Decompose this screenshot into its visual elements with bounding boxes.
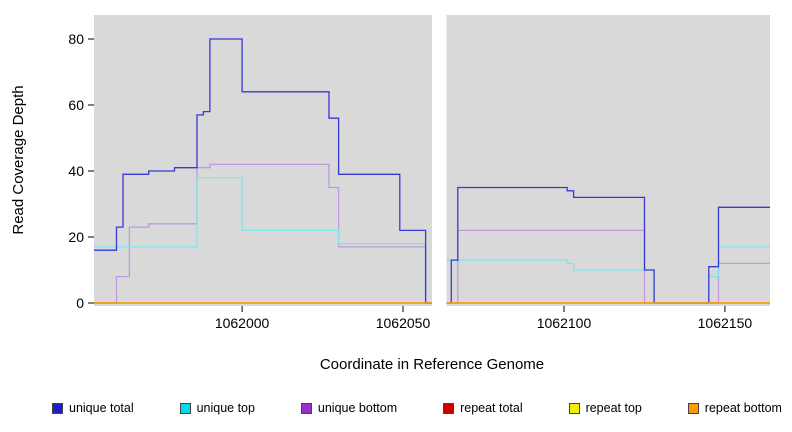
legend-swatch-unique-top [179,402,191,414]
legend-swatch-unique-total [52,402,63,414]
x-tick-label: 1062100 [537,315,592,331]
x-axis-title: Coordinate in Reference Genome [319,356,545,373]
legend-label: unique total [69,401,134,415]
series-line-unique-total [94,38,432,304]
chart-plot-area: 1062000 1062050 1062100 1062150 0 20 40 60 80 [68,15,770,331]
legend-label: repeat top [585,401,642,415]
legend-item-repeat-bottom: repeat bottom [687,401,782,415]
legend-item-unique-total: unique total [52,401,134,415]
legend-swatch-repeat-bottom [687,402,699,414]
legend-item-unique-bottom: unique bottom [300,401,398,415]
x-tick-label: 1062150 [698,315,753,331]
legend-label: unique top [196,401,255,415]
legend-label: unique bottom [317,401,398,415]
x-tick-label: 1062050 [376,315,431,331]
series-line-unique-total [446,186,770,304]
x-tick-label: 1062000 [215,315,270,331]
legend-label: repeat bottom [704,401,782,415]
series-line-unique-bottom [94,163,432,304]
y-tick-label: 40 [68,163,84,179]
legend-swatch-repeat-total [443,402,455,414]
legend-swatch-unique-bottom [300,402,312,414]
chart-legend: unique total unique top unique bottom repea… [52,401,782,415]
y-tick-label: 0 [76,295,84,311]
coverage-gap-band [432,15,447,306]
legend-label: repeat total [460,401,523,415]
y-tick-label: 20 [68,229,84,245]
legend-item-repeat-total: repeat total [443,401,523,415]
y-tick-label: 80 [68,31,84,47]
legend-item-unique-top: unique top [179,401,255,415]
legend-item-repeat-top: repeat top [568,401,642,415]
legend-swatch-repeat-top [568,402,580,414]
y-tick-label: 60 [68,97,84,113]
y-axis-title: Read Coverage Depth [10,85,27,235]
